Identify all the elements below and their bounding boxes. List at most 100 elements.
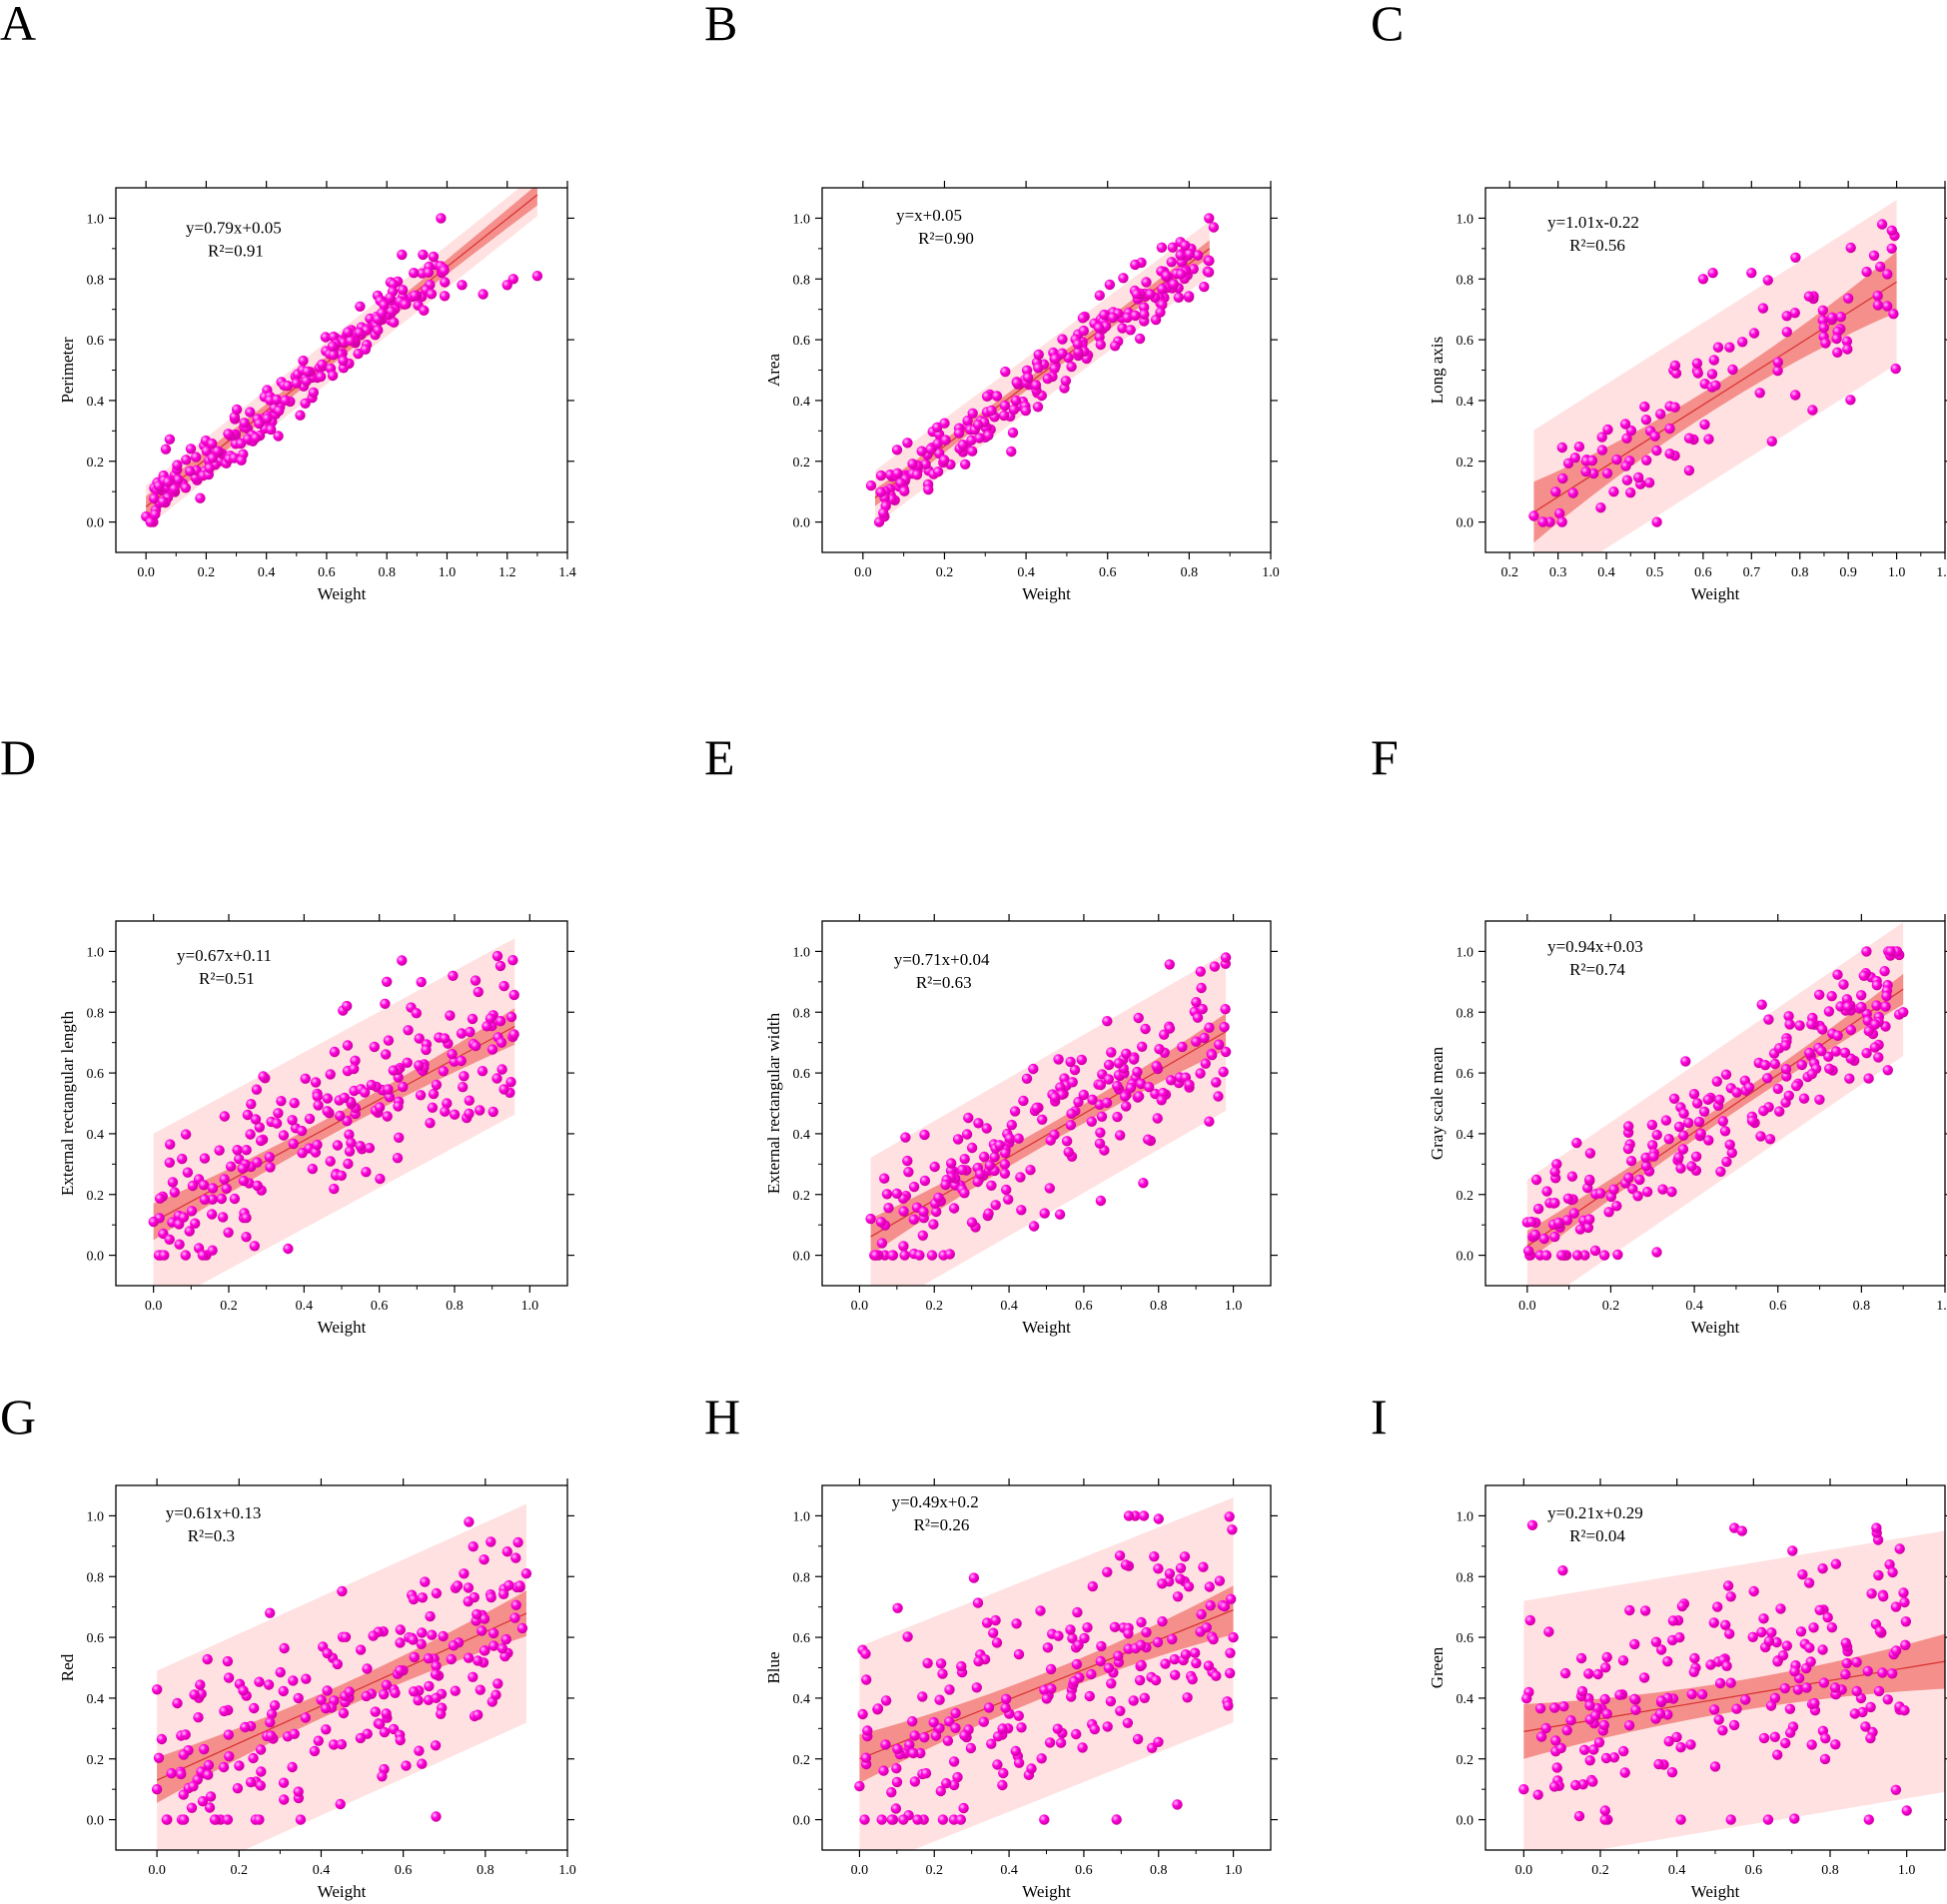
scatter-point: [464, 1095, 475, 1106]
regression-equation: y=1.01x-0.22: [1547, 213, 1639, 232]
scatter-point: [1600, 1662, 1611, 1673]
scatter-point: [1690, 1151, 1702, 1163]
scatter-point: [1596, 432, 1607, 443]
scatter-point: [1214, 1575, 1226, 1586]
scatter-point: [1136, 1078, 1147, 1090]
scatter-point: [892, 1602, 903, 1614]
scatter-point: [959, 1188, 970, 1199]
scatter-point: [1660, 1115, 1672, 1126]
scatter-point: [1599, 1693, 1610, 1705]
scatter-point: [1703, 434, 1714, 445]
scatter-point: [300, 1712, 311, 1723]
y-tick-label: 0.6: [87, 1631, 105, 1646]
panel-letter-C: C: [1371, 0, 1404, 51]
scatter-point: [416, 976, 427, 988]
scatter-point: [1128, 1054, 1140, 1065]
scatter-point: [891, 1188, 902, 1200]
scatter-point: [425, 1610, 436, 1622]
scatter-point: [384, 1092, 396, 1103]
scatter-point: [1835, 1001, 1846, 1012]
x-tick-label: 0.2: [936, 565, 954, 580]
scatter-point: [269, 1700, 281, 1711]
scatter-point: [1042, 373, 1053, 385]
scatter-point: [1781, 327, 1793, 338]
plot-area-C: [1528, 200, 1901, 552]
scatter-point: [1608, 1184, 1619, 1195]
x-tick-label: 0.2: [198, 565, 216, 580]
scatter-point: [1754, 388, 1765, 399]
scatter-point: [402, 1057, 413, 1069]
scatter-point: [952, 1771, 963, 1783]
scatter-point: [944, 1684, 955, 1695]
scatter-point: [1561, 1725, 1572, 1736]
scatter-point: [1654, 1708, 1666, 1719]
scatter-point: [1006, 446, 1017, 458]
scatter-point: [1823, 1051, 1834, 1062]
scatter-point: [1227, 1524, 1238, 1535]
scatter-point: [431, 1692, 442, 1704]
scatter-point: [1856, 1001, 1867, 1013]
scatter-point: [1763, 1635, 1775, 1647]
scatter-point: [223, 1672, 235, 1683]
scatter-point: [344, 1686, 355, 1697]
scatter-point: [912, 1814, 923, 1825]
scatter-point: [278, 1130, 290, 1141]
scatter-point: [979, 1151, 990, 1163]
scatter-point: [1143, 1134, 1154, 1145]
scatter-point: [1549, 1166, 1560, 1178]
scatter-point: [395, 1637, 406, 1648]
scatter-point: [997, 1723, 1008, 1734]
scatter-point: [1016, 1205, 1027, 1216]
scatter-point: [498, 980, 509, 992]
scatter-point: [1587, 1776, 1598, 1787]
scatter-point: [944, 1716, 955, 1727]
y-tick-label: 0.4: [1457, 1692, 1474, 1707]
scatter-point: [952, 1134, 964, 1145]
r-squared: R²=0.56: [1569, 236, 1625, 255]
scatter-point: [1534, 1703, 1546, 1714]
scatter-point: [1525, 1216, 1537, 1228]
scatter-point: [176, 1768, 187, 1780]
scatter-point: [865, 479, 877, 491]
scatter-point: [349, 1063, 360, 1075]
scatter-point: [999, 400, 1011, 412]
panel-letter-F: F: [1371, 729, 1399, 785]
scatter-point: [1037, 1114, 1048, 1126]
scatter-point: [1180, 240, 1191, 251]
y-tick-label: 1.0: [1457, 945, 1474, 960]
scatter-point: [1758, 1613, 1769, 1624]
scatter-point: [1204, 255, 1215, 267]
scatter-point: [190, 1218, 201, 1229]
scatter-point: [1518, 1784, 1529, 1795]
scatter-point: [313, 1735, 324, 1746]
scatter-point: [1553, 1217, 1564, 1229]
plot-area-G: [151, 1503, 532, 1850]
scatter-point: [375, 1173, 386, 1185]
r-squared: R²=0.90: [918, 229, 974, 248]
scatter-point: [999, 1168, 1011, 1180]
scatter-point: [1138, 1510, 1150, 1521]
x-tick-label: 0.8: [446, 1299, 464, 1314]
scatter-point: [1651, 516, 1662, 527]
scatter-point: [1623, 1172, 1634, 1184]
scatter-point: [409, 268, 420, 279]
y-tick-label: 0.6: [793, 1067, 811, 1082]
scatter-point: [1772, 1749, 1783, 1760]
scatter-point: [1764, 1134, 1776, 1145]
scatter-point: [414, 1060, 425, 1071]
scatter-point: [1780, 1040, 1791, 1051]
scatter-point: [1586, 455, 1598, 467]
scatter-point: [395, 1624, 406, 1635]
scatter-point: [250, 1114, 262, 1125]
scatter-point: [464, 1516, 475, 1527]
scatter-point: [245, 407, 256, 418]
x-tick-label: 0.0: [851, 1299, 869, 1314]
x-tick-label: 0.6: [1075, 1863, 1093, 1878]
scatter-point: [1600, 1752, 1612, 1764]
scatter-point: [291, 378, 302, 389]
scatter-point: [266, 1730, 277, 1741]
scatter-point: [1806, 1019, 1817, 1030]
scatter-point: [322, 1106, 333, 1117]
scatter-point: [440, 277, 451, 288]
scatter-point: [355, 1141, 366, 1152]
